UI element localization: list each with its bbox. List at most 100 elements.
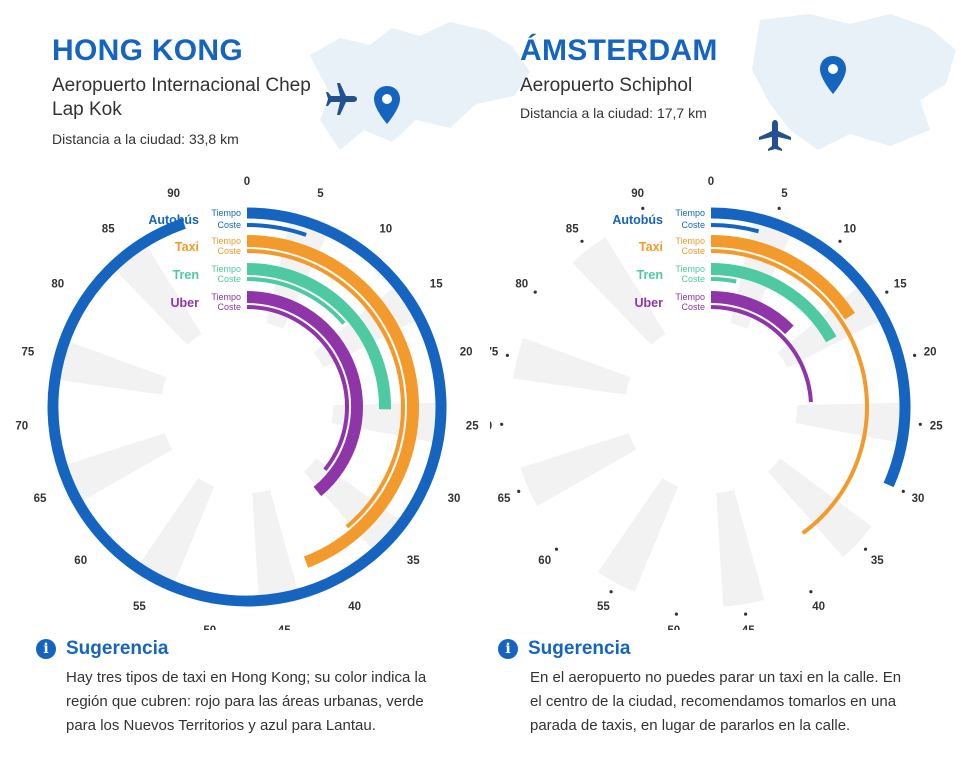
tick-label: 90 <box>167 188 180 200</box>
mode-label-uber: Uber <box>171 296 200 310</box>
metric-label-uber-tiempo: Tiempo <box>211 292 241 302</box>
chart-spoke <box>795 402 911 445</box>
mode-label-taxi: Taxi <box>175 240 199 254</box>
tick-dot <box>744 612 748 616</box>
tick-label: 75 <box>22 347 35 359</box>
tick-label: 90 <box>631 188 644 200</box>
tick-label: 35 <box>407 555 420 567</box>
chart-legend-labels: TiempoCosteAutobúsTiempoCosteTaxiTiempoC… <box>612 208 705 312</box>
amsterdam-map-icon <box>752 14 956 150</box>
chart-spoke <box>597 477 679 592</box>
tick-label: 80 <box>51 278 64 290</box>
mode-label-tren: Tren <box>173 268 199 282</box>
chart-arcs <box>710 207 911 535</box>
arc-tren-tiempo <box>710 263 837 343</box>
tick-label: 30 <box>448 493 461 505</box>
tick-label: 10 <box>379 224 392 236</box>
tick-dot <box>641 206 645 210</box>
tick-label: 20 <box>460 347 473 359</box>
metric-label-taxi-tiempo: Tiempo <box>675 236 705 246</box>
mode-label-autobus: Autobús <box>148 213 199 227</box>
arc-uber-tiempo <box>246 291 363 497</box>
tick-label: 20 <box>924 347 937 359</box>
tick-label: 65 <box>498 493 511 505</box>
chart-center <box>625 321 797 493</box>
tick-dot <box>580 239 584 243</box>
airplane-icon <box>759 120 791 151</box>
tick-dot <box>505 353 509 357</box>
arc-autobus-tiempo <box>710 207 911 488</box>
metric-label-taxi-coste: Coste <box>217 246 241 256</box>
tick-label: 0 <box>708 176 714 188</box>
tip-header: i Sugerencia <box>36 638 168 660</box>
tick-dot <box>674 612 679 616</box>
arc-taxi-coste <box>710 249 869 535</box>
arc-autobus-coste <box>710 223 760 234</box>
tip-header: i Sugerencia <box>498 638 630 660</box>
metric-label-autobus-tiempo: Tiempo <box>675 208 705 218</box>
tick-dot <box>609 590 613 594</box>
arc-taxi-tiempo <box>710 235 855 320</box>
metric-label-uber-coste: Coste <box>681 302 705 312</box>
tick-label: 70 <box>15 421 28 433</box>
arc-uber-coste <box>710 305 813 403</box>
chart-spoke <box>572 237 666 346</box>
chart-spoke <box>49 337 167 395</box>
info-icon: i <box>498 639 518 659</box>
location-pin-icon <box>374 86 400 124</box>
location-pin-icon <box>820 56 846 94</box>
metric-label-autobus-tiempo: Tiempo <box>211 208 241 218</box>
mode-label-taxi: Taxi <box>639 240 663 254</box>
chart-spoke <box>767 458 872 558</box>
chart-arcs <box>47 207 447 607</box>
arc-tren-coste <box>246 277 346 325</box>
chart-spoke <box>520 433 637 507</box>
arc-autobus-coste <box>246 223 307 237</box>
tick-label: 5 <box>317 188 324 200</box>
distance-to-city: Distancia a la ciudad: 17,7 km <box>520 105 707 121</box>
panel-hong-kong: HONG KONG Aeropuerto Internacional Chep … <box>15 22 530 734</box>
city-title: HONG KONG <box>52 34 244 67</box>
chart-spoke <box>252 489 301 607</box>
tick-label: 80 <box>515 278 528 290</box>
chart-spokes <box>513 212 911 607</box>
tick-dot <box>838 239 842 243</box>
tip-title: Sugerencia <box>528 638 631 659</box>
chart-center <box>161 321 333 493</box>
chart-legend-labels: TiempoCosteAutobúsTiempoCosteTaxiTiempoC… <box>148 208 241 312</box>
tick-label: 30 <box>912 493 925 505</box>
tick-label: 50 <box>667 625 680 630</box>
tick-dot <box>533 290 537 294</box>
tick-dot <box>918 422 922 426</box>
tick-label: 15 <box>894 278 907 290</box>
chart-ticks: 0 5 10 15 20 25 30 35 40 45 50 55 60 65 70 75 80 85 90 <box>15 176 479 630</box>
metric-label-uber-coste: Coste <box>217 302 241 312</box>
tick-label: 0 <box>244 176 250 188</box>
metric-label-tren-tiempo: Tiempo <box>211 264 241 274</box>
chart-spoke <box>108 237 202 346</box>
chart-spoke <box>777 280 889 368</box>
tick-dot <box>863 547 868 551</box>
radial-chart-hong-kong: 0 5 10 15 20 25 30 35 40 45 50 55 60 65 70 75 80 85 90 Tie… <box>15 176 479 630</box>
tick-dot <box>913 353 917 357</box>
distance-to-city: Distancia a la ciudad: 33,8 km <box>52 131 239 147</box>
tick-label: 40 <box>812 601 825 613</box>
chart-spoke <box>56 433 173 507</box>
tick-label: 15 <box>430 278 443 290</box>
airplane-icon <box>326 83 357 115</box>
hong-kong-map-icon <box>310 22 530 150</box>
tick-dot <box>554 547 559 551</box>
arc-uber-coste <box>246 305 349 471</box>
tick-label: 60 <box>74 555 87 567</box>
tick-label: 85 <box>566 224 579 236</box>
metric-label-uber-tiempo: Tiempo <box>675 292 705 302</box>
tick-label: 55 <box>597 601 610 613</box>
tick-label: 10 <box>843 224 856 236</box>
tick-dot <box>885 290 889 294</box>
chart-ticks: 0 5 10 15 20 25 30 35 40 45 50 55 60 65 70 75 80 85 90 <box>490 176 943 630</box>
airport-name: Aeropuerto Internacional Chep Lap Kok <box>52 75 311 120</box>
tick-label: 40 <box>348 601 361 613</box>
tick-label: 65 <box>34 493 47 505</box>
tick-dot <box>809 590 813 594</box>
tick-dot <box>500 422 504 426</box>
